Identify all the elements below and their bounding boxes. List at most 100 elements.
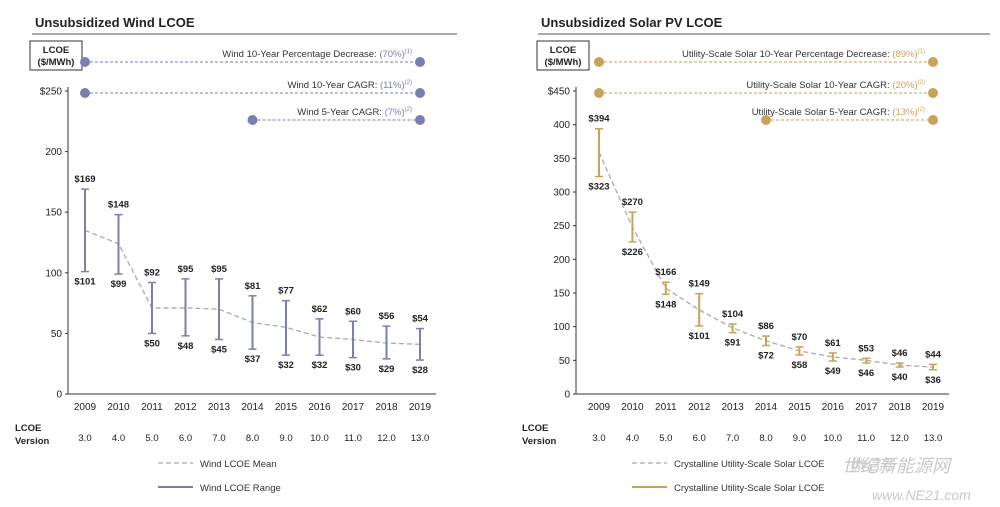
x-tick-label: 2012: [174, 402, 197, 413]
high-value-label: $92: [144, 267, 160, 278]
version-head-1: LCOE: [522, 423, 548, 434]
annotation-value: (70%): [379, 49, 404, 60]
high-value-label: $86: [758, 321, 774, 332]
high-value-label: $53: [858, 343, 874, 354]
y-tick-label: 200: [553, 255, 570, 266]
watermark-handle: 微信号: [850, 457, 896, 474]
annotation-dot-start: [594, 57, 604, 67]
panel-title: Unsubsidized Solar PV LCOE: [541, 15, 723, 30]
x-tick-label: 2018: [888, 402, 911, 413]
annotation-dot-start: [594, 88, 604, 98]
version-label: 7.0: [212, 433, 225, 444]
low-value-label: $91: [725, 338, 742, 349]
low-value-label: $48: [178, 341, 194, 352]
annotation-value: (13%): [892, 107, 917, 118]
x-tick-label: 2017: [855, 402, 878, 413]
annotation-label: Utility-Scale Solar 5-Year CAGR:: [752, 107, 893, 118]
low-value-label: $46: [858, 368, 874, 379]
low-value-label: $28: [412, 365, 428, 376]
y-tick-label: $250: [40, 87, 63, 98]
solar-panel: Unsubsidized Solar PV LCOELCOE($/MWh)050…: [522, 15, 990, 494]
high-value-label: $149: [689, 279, 710, 290]
version-label: 5.0: [145, 433, 158, 444]
annotation-dot-start: [247, 115, 258, 125]
watermark-cn: 世纪新能源网: [842, 456, 952, 476]
version-label: 5.0: [659, 433, 672, 444]
low-value-label: $99: [111, 279, 127, 290]
high-value-label: $95: [211, 264, 228, 275]
annotation-dot-start: [80, 88, 90, 98]
version-label: 12.0: [377, 433, 396, 444]
version-label: 13.0: [924, 433, 943, 444]
low-value-label: $30: [345, 363, 361, 374]
low-value-label: $36: [925, 375, 941, 386]
annotation-value: (7%): [385, 107, 405, 118]
annotation-dot-end: [928, 57, 938, 67]
annotation-label: Wind 10-Year Percentage Decrease:: [222, 49, 379, 60]
legend-label-mean: Crystalline Utility-Scale Solar LCOE: [674, 459, 824, 470]
y-tick-label: 400: [553, 120, 570, 131]
annotation-footnote: (2): [405, 107, 412, 113]
version-head-2: Version: [522, 436, 557, 447]
legend-label-range: Wind LCOE Range: [200, 483, 281, 494]
annotation-footnote: (2): [918, 80, 925, 86]
high-value-label: $54: [412, 314, 429, 325]
low-value-label: $37: [245, 354, 261, 365]
legend-label-range: Crystalline Utility-Scale Solar LCOE: [674, 483, 824, 494]
high-value-label: $148: [108, 200, 129, 211]
version-label: 11.0: [857, 433, 875, 444]
annotation-dot-end: [928, 115, 938, 125]
version-label: 8.0: [759, 433, 772, 444]
x-tick-label: 2014: [755, 402, 778, 413]
low-value-label: $29: [379, 364, 395, 375]
annotation-label: Utility-Scale Solar 10-Year Percentage D…: [682, 49, 892, 60]
low-value-label: $72: [758, 351, 774, 362]
version-label: 11.0: [344, 433, 362, 444]
annotation-text: Utility-Scale Solar 5-Year CAGR: (13%)(2…: [752, 107, 925, 118]
version-head-2: Version: [15, 436, 50, 447]
high-value-label: $270: [622, 197, 643, 208]
annotation-value: (11%): [380, 80, 405, 91]
annotation-value: (89%): [892, 49, 917, 60]
low-value-label: $49: [825, 366, 841, 377]
version-label: 4.0: [112, 433, 125, 444]
lcoe-unit-line2: ($/MWh): [545, 57, 582, 68]
mean-line: [598, 152, 934, 368]
x-tick-label: 2012: [688, 402, 711, 413]
y-tick-label: 300: [553, 188, 570, 199]
y-tick-label: 200: [45, 147, 62, 158]
annotation-value: (20%): [892, 80, 917, 91]
x-tick-label: 2019: [922, 402, 945, 413]
x-tick-label: 2017: [342, 402, 365, 413]
x-tick-label: 2010: [621, 402, 644, 413]
low-value-label: $101: [689, 331, 711, 342]
y-tick-label: 150: [45, 208, 62, 219]
version-label: 7.0: [726, 433, 739, 444]
annotation-dot-end: [415, 88, 425, 98]
high-value-label: $169: [74, 174, 95, 185]
low-value-label: $40: [892, 372, 908, 383]
annotation-dot-end: [415, 115, 425, 125]
panel-title: Unsubsidized Wind LCOE: [35, 15, 195, 30]
x-tick-label: 2013: [208, 402, 231, 413]
low-value-label: $58: [791, 360, 807, 371]
version-label: 10.0: [310, 433, 329, 444]
lcoe-unit-box: [536, 40, 590, 71]
annotation-dot-start: [80, 57, 90, 67]
x-tick-label: 2019: [409, 402, 432, 413]
y-tick-label: 0: [564, 390, 570, 401]
version-label: 8.0: [246, 433, 259, 444]
annotation-text: Utility-Scale Solar 10-Year Percentage D…: [682, 49, 925, 60]
x-tick-label: 2013: [721, 402, 744, 413]
y-tick-label: 250: [553, 221, 570, 232]
high-value-label: $77: [278, 286, 294, 297]
annotation-text: Utility-Scale Solar 10-Year CAGR: (20%)(…: [746, 80, 925, 91]
watermark-url: www.NE21.com: [872, 487, 971, 503]
x-tick-label: 2009: [588, 402, 611, 413]
high-value-label: $56: [379, 311, 395, 322]
watermark: 微信号 世纪新能源网 www.NE21.com: [842, 456, 971, 503]
x-tick-label: 2015: [275, 402, 298, 413]
high-value-label: $44: [925, 349, 942, 360]
x-tick-label: 2011: [655, 402, 677, 413]
